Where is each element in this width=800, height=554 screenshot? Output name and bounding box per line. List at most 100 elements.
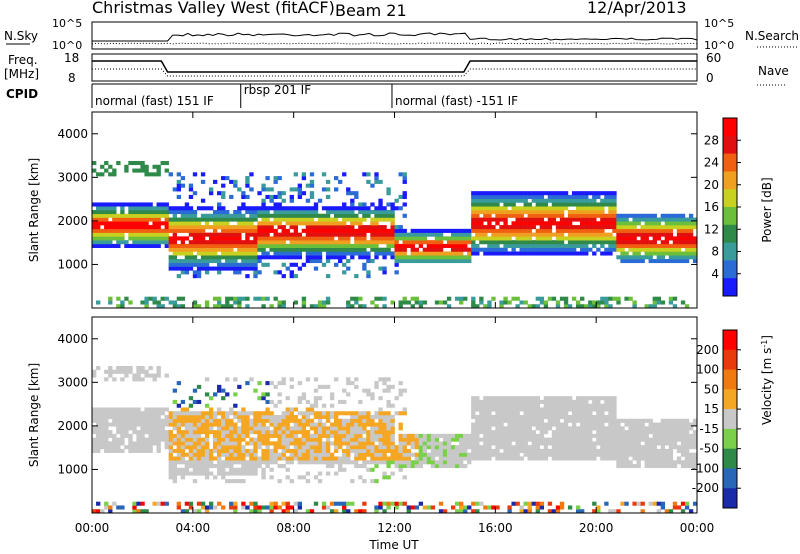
heatmap-cell [96, 225, 101, 230]
heatmap-cell [402, 445, 407, 450]
heatmap-cell [559, 433, 565, 438]
heatmap-cell [672, 243, 678, 248]
heatmap-cell [108, 164, 113, 169]
heatmap-cell [676, 448, 682, 453]
heatmap-cell [620, 221, 625, 226]
heatmap-cell [249, 441, 254, 446]
heatmap-cell [531, 422, 536, 427]
heatmap-cell [543, 445, 549, 450]
heatmap-cell [128, 418, 133, 423]
heatmap-cell [450, 243, 456, 248]
heatmap-cell [539, 243, 545, 248]
heatmap-cell [301, 448, 307, 453]
heatmap-cell [535, 433, 540, 438]
heatmap-cell [382, 213, 387, 218]
heatmap-cell [217, 464, 222, 469]
heatmap-cell [229, 426, 234, 431]
heatmap-cell [180, 509, 186, 514]
heatmap-cell [527, 206, 532, 211]
heatmap-cell [684, 232, 690, 237]
heatmap-cell [329, 255, 335, 260]
heatmap-cell [503, 236, 508, 241]
heatmap-cell [551, 448, 557, 453]
heatmap-cell [237, 225, 242, 230]
heatmap-cell [511, 251, 516, 256]
heatmap-cell [620, 247, 625, 252]
heatmap-cell [366, 452, 371, 457]
heatmap-cell [362, 464, 367, 469]
heatmap-cell [281, 456, 286, 461]
heatmap-cell [176, 418, 182, 423]
heatmap-cell [555, 240, 561, 245]
heatmap-cell [192, 270, 198, 275]
heatmap-cell [398, 411, 403, 416]
heatmap-cell [463, 296, 468, 301]
heatmap-cell [571, 225, 577, 230]
heatmap-cell [140, 164, 145, 169]
heatmap-cell [515, 243, 520, 248]
heatmap-cell [438, 232, 444, 237]
heatmap-cell [684, 225, 690, 230]
heatmap-cell [168, 467, 173, 472]
heatmap-cell [523, 202, 528, 207]
heatmap-cell [386, 377, 391, 382]
heatmap-cell [390, 210, 395, 215]
heatmap-cell [539, 422, 545, 427]
heatmap-cell [342, 251, 347, 256]
heatmap-cell [648, 460, 653, 465]
heatmap-cell [245, 225, 250, 230]
heatmap-cell [96, 240, 101, 245]
heatmap-cell [604, 232, 609, 237]
heatmap-cell [132, 418, 137, 423]
heatmap-cell [596, 441, 601, 446]
heatmap-cell [648, 448, 653, 453]
heatmap-cell [241, 460, 246, 465]
heatmap-cell [664, 426, 670, 431]
heatmap-cell [156, 210, 161, 215]
heatmap-cell [229, 228, 234, 233]
heatmap-cell [200, 437, 206, 442]
heatmap-cell [660, 456, 666, 461]
heatmap-cell [370, 448, 375, 453]
heatmap-cell [547, 448, 553, 453]
heatmap-cell [475, 194, 480, 199]
heatmap-cell [120, 437, 125, 442]
heatmap-cell [152, 217, 157, 222]
heatmap-cell [136, 433, 141, 438]
heatmap-cell [644, 217, 649, 222]
heatmap-cell [567, 194, 573, 199]
heatmap-cell [692, 452, 698, 457]
heatmap-cell [467, 437, 472, 442]
heatmap-cell [386, 240, 391, 245]
heatmap-cell [354, 411, 359, 416]
heatmap-cell [479, 191, 484, 196]
heatmap-cell [241, 464, 246, 469]
heatmap-cell [217, 217, 222, 222]
heatmap-cell [555, 236, 561, 241]
heatmap-cell [289, 194, 294, 199]
heatmap-cell [386, 437, 391, 442]
heatmap-cell [325, 194, 331, 199]
heatmap-cell [422, 255, 428, 260]
heatmap-cell [164, 206, 169, 211]
heatmap-cell [616, 437, 621, 442]
heatmap-cell [358, 217, 363, 222]
heatmap-cell [309, 247, 315, 252]
heatmap-cell [592, 225, 597, 230]
heatmap-cell [188, 418, 194, 423]
heatmap-cell [555, 445, 561, 450]
heatmap-cell [168, 464, 173, 469]
heatmap-cell [580, 202, 585, 207]
heatmap-cell [188, 187, 194, 192]
heatmap-cell [217, 304, 222, 309]
heatmap-cell [184, 210, 190, 215]
heatmap-cell [176, 251, 182, 256]
heatmap-cell [672, 430, 678, 435]
heatmap-cell [321, 240, 327, 245]
heatmap-cell [325, 415, 331, 420]
heatmap-cell [688, 441, 694, 446]
heatmap-cell [398, 501, 403, 506]
heatmap-cell [128, 228, 133, 233]
heatmap-cell [350, 426, 355, 431]
heatmap-cell [172, 433, 177, 438]
